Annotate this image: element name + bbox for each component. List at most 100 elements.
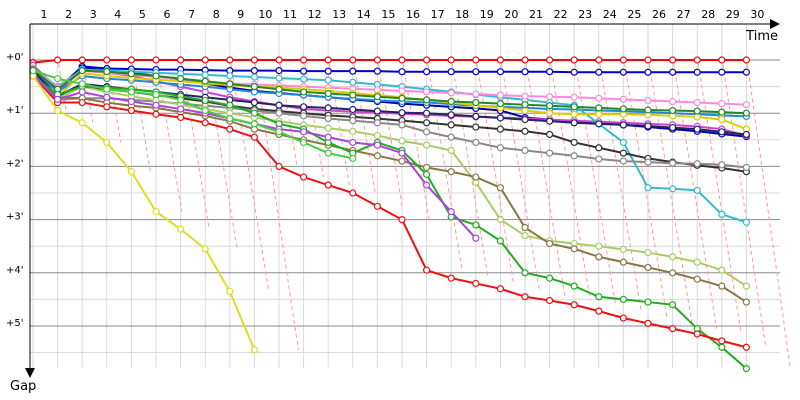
data-point [472, 279, 480, 288]
data-point [127, 168, 135, 176]
data-point [595, 120, 603, 128]
data-point [742, 364, 751, 373]
lap-connector-line [303, 56, 324, 178]
data-point [250, 133, 258, 141]
chart-axes: Time Gap [10, 19, 780, 394]
lap-tick-label: 3 [90, 8, 97, 21]
data-point [177, 225, 185, 233]
data-point [398, 121, 406, 129]
series-line [32, 74, 747, 303]
data-point [718, 161, 726, 169]
data-point [693, 160, 701, 168]
data-point [545, 239, 554, 248]
lap-tick-label: 17 [431, 8, 445, 21]
series-line [32, 67, 747, 106]
data-point [349, 127, 357, 135]
data-point [177, 113, 185, 122]
data-point [644, 319, 652, 327]
data-point [570, 301, 578, 309]
gap-tick-label: +0' [6, 52, 24, 63]
data-point [693, 258, 701, 266]
data-point [619, 258, 628, 266]
data-point [521, 92, 529, 100]
data-point [595, 253, 603, 261]
data-point [521, 146, 529, 155]
lap-connector-line [450, 56, 489, 279]
lap-connector-line [204, 56, 238, 249]
data-point [398, 109, 406, 117]
data-point [644, 263, 652, 272]
data-point [324, 76, 332, 84]
data-point [496, 144, 504, 152]
data-point [423, 163, 431, 172]
data-point [324, 124, 332, 132]
data-point [103, 138, 111, 147]
lap-connector-line [573, 56, 617, 305]
data-point [373, 93, 381, 101]
data-point [619, 138, 628, 147]
data-point [496, 91, 504, 99]
data-point [324, 104, 332, 112]
data-point [570, 282, 578, 290]
data-point [619, 295, 628, 303]
series-line [32, 59, 747, 64]
gap-tick-label: +3' [6, 212, 24, 223]
data-point [472, 123, 480, 131]
lap-tick-label: 16 [406, 8, 420, 21]
series-line [32, 69, 747, 131]
data-point [349, 91, 357, 99]
data-point [201, 56, 209, 64]
data-point [693, 113, 701, 121]
data-point [324, 149, 332, 157]
data-point [570, 110, 578, 118]
data-point [644, 184, 652, 192]
data-point [275, 56, 283, 64]
data-point [472, 221, 480, 229]
data-point [545, 109, 554, 117]
data-point [250, 346, 258, 354]
series-line [32, 75, 747, 287]
data-point [53, 106, 62, 115]
data-point [423, 96, 431, 104]
data-point [226, 287, 234, 296]
data-point [693, 98, 701, 107]
data-point [103, 93, 111, 101]
data-point [545, 68, 554, 76]
data-point [545, 56, 554, 64]
data-point [373, 56, 381, 64]
lap-tick-label: 24 [603, 8, 617, 21]
data-point [693, 186, 701, 194]
data-point [521, 101, 529, 109]
data-point [545, 296, 554, 305]
data-point [103, 68, 111, 76]
data-point [201, 71, 209, 79]
data-point [324, 114, 332, 123]
data-point [718, 343, 726, 351]
data-point [152, 110, 160, 118]
data-point [78, 98, 86, 107]
lap-connector-line [745, 56, 791, 369]
data-point [668, 97, 677, 106]
data-point [496, 125, 504, 133]
data-point [595, 110, 603, 118]
data-point [545, 274, 554, 282]
data-point [423, 56, 431, 64]
data-point [619, 105, 628, 113]
data-point [545, 102, 554, 110]
data-point [718, 210, 726, 218]
lap-connector-line [401, 56, 430, 220]
data-point [423, 128, 431, 136]
data-point [300, 103, 308, 111]
data-point [152, 101, 160, 109]
data-point [447, 168, 455, 176]
data-point [521, 68, 529, 76]
data-point [742, 68, 751, 76]
data-point [349, 189, 357, 197]
data-point [398, 137, 406, 145]
data-point [127, 97, 135, 106]
data-point [349, 117, 357, 125]
data-point [152, 208, 160, 216]
data-point [521, 223, 529, 232]
lap-tick-label: 21 [529, 8, 543, 21]
data-point [177, 96, 185, 104]
